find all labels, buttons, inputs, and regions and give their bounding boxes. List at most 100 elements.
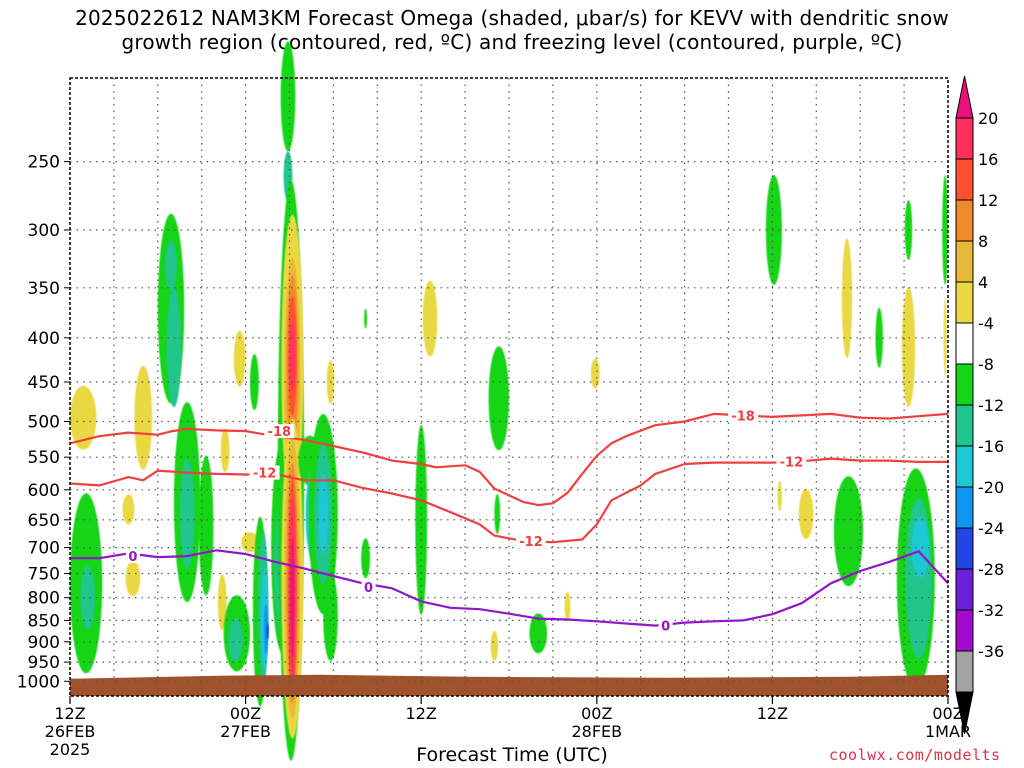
x-axis-title: Forecast Time (UTC)	[416, 744, 608, 766]
omega-cell	[590, 358, 600, 389]
contour-label-bg	[776, 454, 807, 469]
omega-cell	[364, 308, 368, 329]
omega-cell	[901, 287, 916, 408]
contour-label: 0	[364, 581, 373, 596]
x-tick-label: 00Z	[581, 704, 612, 723]
omega-cell	[529, 613, 548, 654]
omega-cell	[250, 354, 259, 410]
omega-cell	[122, 494, 135, 525]
x-tick-label: 2025	[50, 740, 91, 759]
colorbar-label: -32	[978, 601, 1004, 620]
omega-cell	[798, 489, 814, 539]
omega-cell	[165, 240, 177, 291]
colorbar-above-arrow	[955, 75, 974, 119]
omega-cell	[918, 581, 928, 642]
y-tick-label: 450	[28, 373, 60, 393]
omega-cell	[70, 385, 97, 450]
temperature-contours: -18 -18 -12 -12 -12 0 0 0	[69, 408, 949, 635]
colorbar-segment	[955, 199, 974, 242]
omega-cell	[323, 570, 338, 661]
y-tick-label: 900	[28, 633, 60, 653]
colorbar-segment	[955, 363, 974, 406]
y-tick-label: 950	[28, 653, 60, 673]
colorbar-segment	[955, 158, 974, 201]
contour-label-bg	[125, 549, 140, 564]
y-tick-label: 350	[28, 279, 60, 299]
omega-cell	[875, 307, 883, 368]
y-tick-label: 800	[28, 589, 60, 609]
colorbar-segment	[955, 322, 974, 365]
colorbar-label: 8	[978, 232, 988, 251]
colorbar-below-arrow	[955, 691, 974, 735]
omega-cell	[220, 428, 230, 473]
y-tick-label: 600	[28, 481, 60, 501]
colorbar-label: -4	[978, 314, 994, 333]
y-tick-label: 550	[28, 448, 60, 468]
y-tick-label: 650	[28, 511, 60, 531]
y-tick-label: 250	[28, 153, 60, 173]
colorbar-label: -20	[978, 478, 1004, 497]
contour-label: -12	[780, 455, 804, 470]
y-tick-label: 500	[28, 413, 60, 433]
omega-cell	[318, 474, 329, 554]
colorbar-segment	[955, 117, 974, 160]
omega-cell	[166, 287, 182, 408]
contour-label: -18	[731, 409, 755, 424]
contour-label: 0	[661, 620, 670, 635]
omega-cell	[80, 565, 95, 630]
colorbar-label: 4	[978, 273, 988, 292]
colorbar-segment	[955, 650, 974, 693]
omega-cell	[361, 538, 370, 579]
omega-cell	[488, 346, 509, 451]
omega-cell	[228, 617, 243, 662]
colorbar-label: 20	[978, 109, 998, 128]
contour-line	[70, 549, 949, 627]
omega-cell	[233, 330, 246, 387]
plot-frame	[69, 77, 949, 697]
colorbar-label: -36	[978, 642, 1004, 661]
x-tick-label: 26FEB	[45, 722, 96, 741]
x-tick-label: 00Z	[230, 704, 261, 723]
colorbar-label: -8	[978, 355, 994, 374]
omega-cell	[179, 459, 195, 569]
x-tick-label: 12Z	[757, 704, 788, 723]
x-tick-label: 12Z	[406, 704, 437, 723]
y-tick-label: 1000	[17, 672, 60, 692]
contour-label: -18	[268, 425, 292, 440]
contour-label-bg	[658, 618, 673, 633]
colorbar-segment	[955, 486, 974, 529]
omega-cell	[911, 517, 929, 578]
grid-lines	[70, 78, 948, 696]
x-tick-label: 27FEB	[220, 722, 271, 741]
contour-label-bg	[361, 580, 376, 595]
contour-label: 0	[128, 550, 137, 565]
omega-cell	[841, 238, 853, 359]
ground-surface	[70, 674, 948, 696]
contour-label-bg	[249, 465, 280, 480]
omega-cell	[564, 591, 571, 622]
omega-cell	[134, 365, 152, 470]
y-tick-label: 700	[28, 539, 60, 559]
y-tick-label: 850	[28, 611, 60, 631]
colorbar-segment	[955, 404, 974, 447]
y-tick-label: 400	[28, 329, 60, 349]
y-axis-ticks: 2503003504004505005506006507007508008509…	[17, 153, 70, 692]
contour-label-bg	[264, 424, 295, 439]
omega-cell	[777, 481, 782, 511]
colorbar: 20 16 12 8 4 -4 -8 -12 -16 -20 -24 -28 -32 -36	[955, 75, 1004, 735]
colorbar-label: -28	[978, 560, 1004, 579]
contour-label-bg	[728, 408, 759, 423]
x-tick-label: 12Z	[54, 704, 85, 723]
omega-cell	[289, 321, 295, 392]
colorbar-label: 16	[978, 150, 998, 169]
ground-fill	[70, 674, 948, 696]
contour-label-bg	[516, 534, 546, 549]
omega-cell	[422, 280, 438, 357]
omega-cell	[942, 175, 948, 285]
omega-shading	[70, 41, 948, 761]
colorbar-segment	[955, 240, 974, 283]
colorbar-segment	[955, 281, 974, 324]
colorbar-label: -12	[978, 396, 1004, 415]
